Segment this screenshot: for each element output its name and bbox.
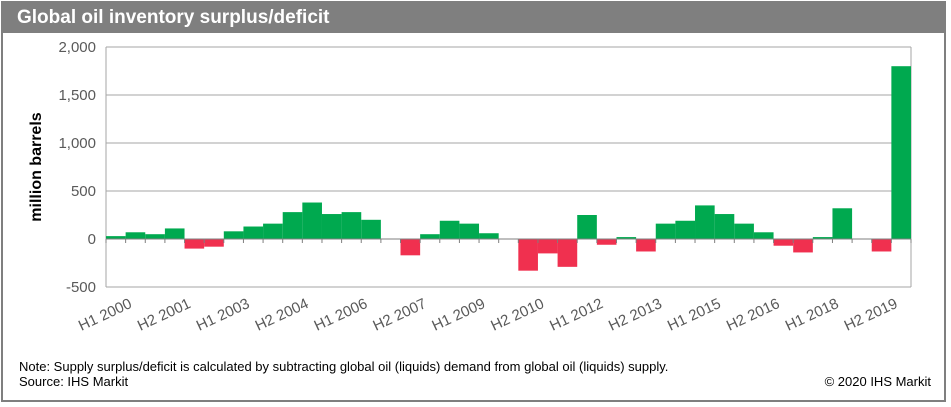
- bar: [184, 239, 205, 249]
- x-tick-label: H2 2007: [370, 295, 429, 334]
- y-tick-label: 500: [71, 183, 96, 200]
- x-tick-label: H2 2010: [488, 295, 547, 334]
- bar: [302, 202, 322, 239]
- bar: [695, 205, 715, 239]
- x-tick-label: H2 2013: [606, 295, 665, 334]
- y-tick-label: 0: [88, 231, 96, 248]
- bar: [204, 239, 224, 247]
- x-tick-label: H1 2006: [312, 295, 371, 334]
- y-tick-label: 1,500: [58, 87, 96, 104]
- bar: [636, 239, 656, 252]
- x-tick-label: H1 2018: [783, 295, 842, 334]
- bar: [596, 239, 617, 245]
- bar: [243, 226, 264, 239]
- bar: [675, 220, 696, 239]
- bar: [361, 219, 381, 239]
- bar: [164, 228, 185, 239]
- chart-title: Global oil inventory surplus/deficit: [3, 3, 944, 33]
- bar: [400, 239, 421, 256]
- y-tick-label: 1,000: [58, 135, 96, 152]
- x-tick-label: H2 2019: [842, 295, 901, 334]
- copyright-label: © 2020 IHS Markit: [824, 374, 931, 389]
- bar: [891, 66, 911, 239]
- bar: [420, 234, 440, 239]
- bar: [145, 234, 165, 239]
- y-tick-label: 2,000: [58, 39, 96, 56]
- y-tick-label: -500: [66, 279, 96, 296]
- bar: [341, 212, 362, 239]
- x-tick-label: H2 2004: [253, 295, 312, 334]
- bar: [321, 214, 342, 239]
- bar: [518, 239, 538, 271]
- x-tick-label: H1 2009: [429, 295, 488, 334]
- x-tick-label: H2 2001: [135, 295, 194, 334]
- chart-frame: Global oil inventory surplus/deficit -50…: [1, 1, 946, 402]
- bar: [577, 215, 597, 239]
- bar: [793, 239, 813, 253]
- bar: [106, 236, 126, 239]
- x-tick-label: H1 2000: [76, 295, 135, 334]
- bar: [439, 220, 460, 239]
- bar: [263, 223, 283, 239]
- x-tick-label: H1 2012: [547, 295, 606, 334]
- bar: [871, 239, 892, 252]
- x-tick-label: H1 2003: [194, 295, 253, 334]
- bar: [223, 231, 244, 239]
- bar: [773, 239, 794, 246]
- x-tick-label: H1 2015: [665, 295, 724, 334]
- bar: [832, 208, 853, 239]
- bar: [125, 232, 146, 239]
- bar: [655, 223, 676, 239]
- bar: [714, 214, 735, 239]
- bar: [459, 223, 480, 239]
- footnote: Note: Supply surplus/deficit is calculat…: [19, 359, 669, 374]
- y-axis-label: million barrels: [28, 112, 45, 221]
- bar: [753, 232, 774, 239]
- bar: [616, 237, 637, 239]
- bar: [479, 233, 499, 239]
- bar: [282, 212, 303, 239]
- bar: [537, 239, 558, 254]
- bar: [812, 237, 833, 239]
- bar: [734, 223, 754, 239]
- bar: [557, 239, 578, 267]
- x-tick-label: H2 2016: [724, 295, 783, 334]
- source-label: Source: IHS Markit: [19, 374, 129, 389]
